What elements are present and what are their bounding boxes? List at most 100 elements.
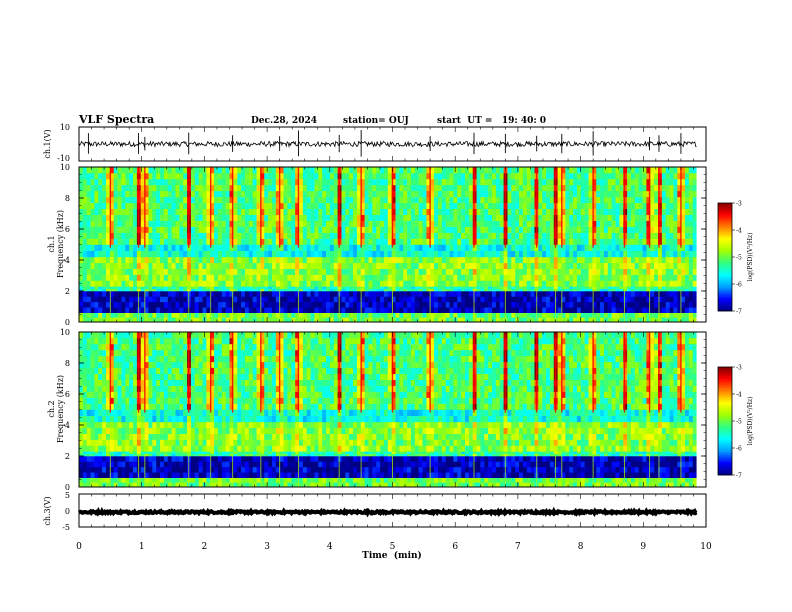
spectrogram-cell xyxy=(542,232,547,239)
spectrogram-cell xyxy=(580,312,585,318)
spectrogram-cell xyxy=(630,250,636,258)
spectrogram-cell xyxy=(538,317,543,323)
spectrogram-cell xyxy=(190,184,196,192)
spectrogram-cell xyxy=(403,232,408,239)
spectrogram-cell xyxy=(499,291,504,297)
spectrogram-cell xyxy=(580,226,585,233)
spectrogram-cell xyxy=(360,172,365,180)
spectrogram-cell xyxy=(345,262,350,269)
spectrogram-cell xyxy=(634,256,639,264)
spectrogram-cell xyxy=(287,167,292,174)
spectrogram-cell xyxy=(229,232,234,239)
spectrogram-cell xyxy=(596,296,601,303)
spectrogram-cell xyxy=(476,262,481,269)
spectrogram-cell xyxy=(287,226,292,233)
spectrogram-cell xyxy=(522,184,528,192)
spectrogram-cell xyxy=(326,220,331,227)
spectrogram-cell xyxy=(82,451,88,454)
spectrogram-cell xyxy=(430,244,435,251)
spectrogram-cell xyxy=(113,172,118,180)
spectrogram-cell xyxy=(194,268,199,275)
spectrogram-cell xyxy=(291,190,296,198)
spectrogram-cell xyxy=(449,178,454,186)
spectrogram-cell xyxy=(457,244,462,251)
spectrogram-cell xyxy=(414,296,419,303)
spectrogram-cell xyxy=(194,274,199,281)
spectrogram-cell xyxy=(291,178,296,186)
spectrogram-cell xyxy=(650,220,655,227)
spectrogram-cell xyxy=(395,262,400,269)
spectrogram-cell xyxy=(484,256,489,264)
spectrogram-cell xyxy=(623,172,628,180)
spectrogram-cell xyxy=(603,317,609,323)
spectrogram-cell xyxy=(183,280,188,287)
spectrogram-cell xyxy=(241,190,246,198)
spectrogram-cell xyxy=(206,214,211,221)
spectrogram-cell xyxy=(353,262,358,269)
spectrogram-cell xyxy=(206,196,211,204)
spectrogram-cell xyxy=(275,280,281,287)
spectrogram-cell xyxy=(584,214,589,221)
spectrogram-cell xyxy=(634,280,639,287)
spectrogram-cell xyxy=(576,220,582,227)
spectrogram-cell xyxy=(252,190,257,198)
spectrogram-cell xyxy=(484,301,489,308)
spectrogram-cell xyxy=(302,256,308,264)
spectrogram-cell xyxy=(167,288,172,292)
spectrogram-cell xyxy=(133,232,138,239)
spectrogram-cell xyxy=(434,244,439,251)
spectrogram-cell xyxy=(237,256,242,264)
spectrogram-cell xyxy=(395,250,400,258)
spectrogram-cell xyxy=(133,317,138,323)
spectrogram-cell xyxy=(615,280,620,287)
spectrogram-cell xyxy=(611,274,616,281)
spectrogram-cell xyxy=(414,226,419,233)
spectrogram-cell xyxy=(179,296,184,303)
spectrogram-cell xyxy=(526,307,531,313)
spectrogram-cell xyxy=(299,167,304,174)
spectrogram-cell xyxy=(102,190,107,198)
spectrogram-cell xyxy=(167,274,172,281)
spectrogram-cell xyxy=(140,291,145,297)
spectrogram-cell xyxy=(434,280,439,287)
spectrogram-cell xyxy=(125,232,130,239)
spectrogram-cell xyxy=(229,167,234,174)
spectrogram-cell xyxy=(677,214,682,221)
spectrogram-cell xyxy=(685,268,690,275)
spectrogram-cell xyxy=(476,317,481,323)
spectrogram-cell xyxy=(233,167,238,174)
ch1-colorbar-label: log(PSD)(V²/Hz) xyxy=(747,233,754,282)
spectrogram-cell xyxy=(117,256,122,264)
spectrogram-cell xyxy=(484,280,489,287)
spectrogram-cell xyxy=(468,167,474,174)
spectrogram-cell xyxy=(272,256,277,264)
spectrogram-cell xyxy=(561,172,566,180)
spectrogram-cell xyxy=(692,167,697,174)
spectrogram-cell xyxy=(603,280,609,287)
spectrogram-cell xyxy=(79,296,84,303)
spectrogram-cell xyxy=(507,244,512,251)
spectrogram-cell xyxy=(329,296,335,303)
spectrogram-cell xyxy=(94,256,99,264)
spectrogram-cell xyxy=(515,184,520,192)
spectrogram-cell xyxy=(252,250,257,258)
spectrogram-cell xyxy=(410,196,416,204)
spectrogram-cell xyxy=(488,196,493,204)
spectrogram-cell xyxy=(387,291,392,297)
spectrogram-cell xyxy=(94,208,99,215)
spectrogram-cell xyxy=(171,262,176,269)
spectrogram-cell xyxy=(519,184,524,192)
spectrogram-cell xyxy=(329,232,335,239)
spectrogram-cell xyxy=(121,238,126,245)
spectrogram-cell xyxy=(160,250,165,258)
spectrogram-cell xyxy=(495,178,501,186)
spectrogram-cell xyxy=(345,280,350,287)
spectrogram-cell xyxy=(364,280,369,287)
spectrogram-cell xyxy=(79,238,84,245)
spectrogram-cell xyxy=(345,301,350,308)
spectrogram-cell xyxy=(287,312,292,318)
spectrogram-cell xyxy=(650,244,655,251)
spectrogram-cell xyxy=(302,208,308,215)
spectrogram-cell xyxy=(530,307,535,313)
spectrogram-cell xyxy=(272,268,277,275)
